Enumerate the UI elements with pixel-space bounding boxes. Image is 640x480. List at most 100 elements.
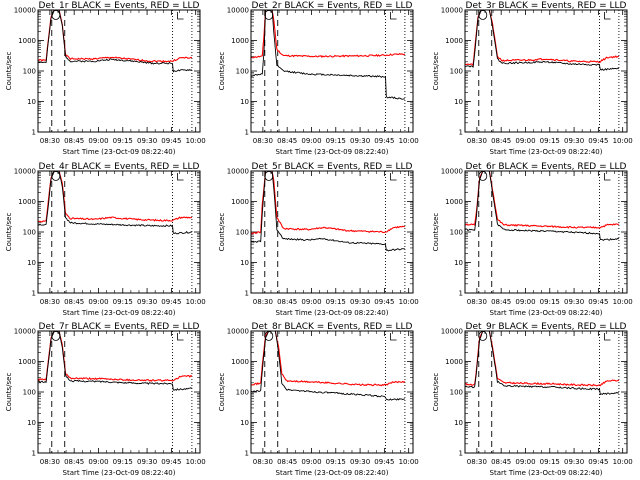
- x-tick-label: 08:30: [467, 458, 487, 466]
- x-tick-label: 09:15: [540, 298, 560, 306]
- x-tick-label: 08:30: [40, 458, 60, 466]
- start-marker: [264, 10, 274, 20]
- x-tick-label: 09:15: [326, 137, 346, 145]
- events-series-line: [464, 9, 620, 71]
- y-tick-label: 1: [32, 450, 36, 458]
- y-tick-label: 10: [240, 259, 249, 267]
- panel-9: Det_9r BLACK = Events, RED = LLD Counts/s…: [432, 322, 633, 477]
- y-axis-label: Counts/sec: [218, 373, 226, 412]
- start-marker: [51, 10, 61, 20]
- x-tick-label: 08:45: [277, 137, 297, 145]
- y-tick-label: 1000: [231, 37, 249, 45]
- events-series-line: [464, 170, 620, 241]
- x-tick-label: 08:30: [40, 298, 60, 306]
- x-tick-label: 08:30: [467, 298, 487, 306]
- plot-frame: [37, 330, 201, 454]
- panel-title: Det_3r BLACK = Events, RED = LLD: [466, 1, 627, 11]
- x-tick-label: 09:45: [374, 458, 394, 466]
- x-tick-label: 10:00: [186, 137, 206, 145]
- y-axis-label: Counts/sec: [218, 213, 226, 252]
- end-marker: [604, 173, 611, 181]
- end-marker: [604, 333, 611, 341]
- end-marker: [177, 173, 184, 181]
- plot-frame: [37, 9, 201, 133]
- x-tick-label: 09:00: [301, 298, 321, 306]
- y-axis-label: Counts/sec: [5, 213, 13, 252]
- lld-series-line: [464, 9, 619, 67]
- x-axis-label: Start Time (23-Oct-09 08:22:40): [276, 309, 389, 317]
- y-tick-label: 1000: [231, 198, 249, 206]
- y-tick-label: 10000: [441, 328, 463, 336]
- x-tick-label: 08:45: [277, 458, 297, 466]
- y-tick-label: 1000: [445, 198, 463, 206]
- x-tick-label: 09:00: [515, 298, 535, 306]
- x-tick-label: 09:15: [113, 137, 133, 145]
- y-tick-label: 1: [459, 129, 463, 137]
- x-tick-label: 09:00: [301, 458, 321, 466]
- x-tick-label: 08:45: [64, 137, 84, 145]
- x-tick-label: 09:30: [564, 298, 584, 306]
- plot-frame: [464, 9, 628, 133]
- x-tick-label: 09:00: [515, 458, 535, 466]
- panel-title: Det_6r BLACK = Events, RED = LLD: [466, 162, 627, 172]
- y-tick-label: 1: [459, 450, 463, 458]
- panel-title: Det_7r BLACK = Events, RED = LLD: [39, 322, 200, 332]
- start-marker: [51, 331, 61, 341]
- x-tick-label: 08:45: [64, 298, 84, 306]
- events-series-line: [250, 170, 405, 252]
- y-tick-label: 100: [450, 68, 463, 76]
- y-tick-label: 10: [27, 259, 36, 267]
- x-tick-label: 09:15: [113, 458, 133, 466]
- y-tick-label: 10000: [441, 168, 463, 176]
- x-tick-label: 08:30: [253, 458, 273, 466]
- panel-6: Det_6r BLACK = Events, RED = LLD Counts/s…: [432, 162, 633, 317]
- x-tick-label: 09:45: [161, 298, 181, 306]
- x-axis-label: Start Time (23-Oct-09 08:22:40): [490, 469, 603, 477]
- panel-8: Det_8r BLACK = Events, RED = LLD Counts/s…: [218, 322, 419, 477]
- lld-series-line: [250, 170, 405, 235]
- y-tick-label: 1: [32, 290, 36, 298]
- y-axis-label: Counts/sec: [432, 52, 440, 91]
- y-tick-label: 1000: [445, 358, 463, 366]
- x-tick-label: 09:00: [88, 137, 108, 145]
- x-tick-label: 09:45: [374, 298, 394, 306]
- y-tick-label: 100: [450, 389, 463, 397]
- y-tick-label: 100: [23, 68, 36, 76]
- x-tick-label: 10:00: [186, 458, 206, 466]
- plot-frame: [464, 170, 628, 294]
- x-tick-label: 09:30: [137, 298, 157, 306]
- events-series-line: [250, 9, 406, 100]
- x-tick-label: 08:45: [491, 298, 511, 306]
- x-tick-label: 09:00: [515, 137, 535, 145]
- panel-title: Det_8r BLACK = Events, RED = LLD: [252, 322, 413, 332]
- x-tick-label: 10:00: [399, 137, 419, 145]
- y-axis-label: Counts/sec: [5, 373, 13, 412]
- x-tick-label: 09:30: [564, 137, 584, 145]
- x-tick-label: 10:00: [186, 298, 206, 306]
- x-tick-label: 09:45: [161, 458, 181, 466]
- y-tick-label: 10000: [227, 7, 249, 15]
- lld-series-line: [250, 9, 406, 59]
- y-tick-label: 10000: [14, 168, 36, 176]
- y-tick-label: 10: [454, 419, 463, 427]
- x-axis-label: Start Time (23-Oct-09 08:22:40): [490, 309, 603, 317]
- y-tick-label: 10: [27, 419, 36, 427]
- y-tick-label: 10000: [14, 328, 36, 336]
- lld-series-line: [37, 330, 193, 382]
- x-tick-label: 09:15: [540, 458, 560, 466]
- x-tick-label: 08:30: [253, 298, 273, 306]
- x-tick-label: 08:30: [253, 137, 273, 145]
- x-axis-label: Start Time (23-Oct-09 08:22:40): [276, 469, 389, 477]
- panel-5: Det_5r BLACK = Events, RED = LLD Counts/s…: [218, 162, 419, 317]
- plot-frame: [37, 170, 201, 294]
- y-tick-label: 10000: [441, 7, 463, 15]
- x-tick-label: 09:45: [161, 137, 181, 145]
- y-tick-label: 100: [236, 68, 249, 76]
- y-tick-label: 1: [459, 290, 463, 298]
- y-tick-label: 10000: [14, 7, 36, 15]
- x-tick-label: 10:00: [399, 458, 419, 466]
- events-series-line: [37, 9, 193, 73]
- y-tick-label: 1000: [445, 37, 463, 45]
- y-tick-label: 1000: [18, 37, 36, 45]
